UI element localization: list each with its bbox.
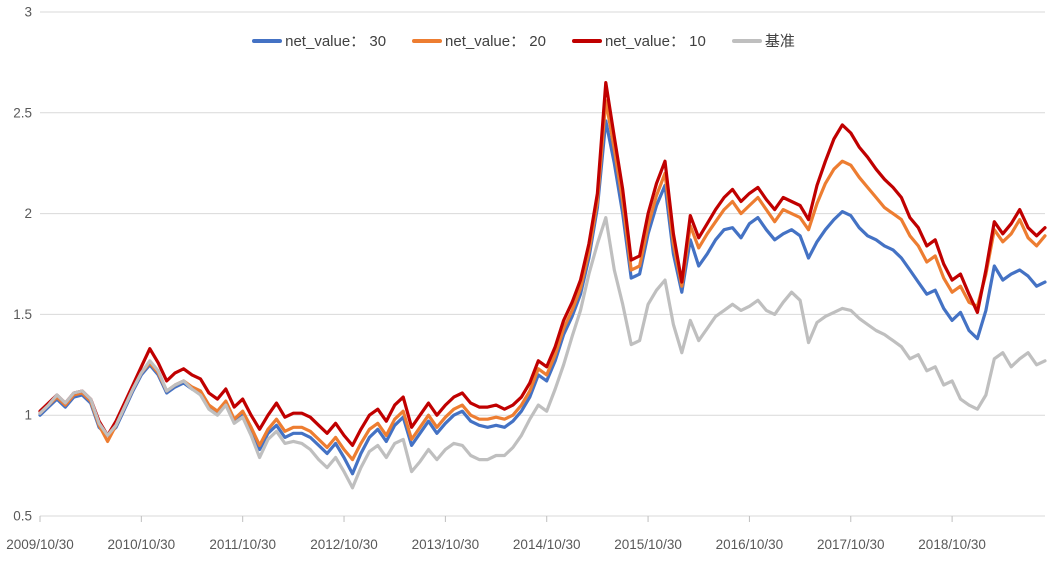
x-axis-label-7: 2016/10/30	[716, 537, 784, 552]
y-axis-label-2.5: 2.5	[13, 105, 32, 120]
series-line-net-value-30	[38, 119, 1047, 476]
series-line-net-value-20	[38, 99, 1047, 462]
x-axis-label-9: 2018/10/30	[918, 537, 986, 552]
x-axis-label-3: 2012/10/30	[310, 537, 378, 552]
x-axis-label-8: 2017/10/30	[817, 537, 885, 552]
x-axis-label-6: 2015/10/30	[614, 537, 682, 552]
x-axis-label-1: 2010/10/30	[108, 537, 176, 552]
y-axis-label-3: 3	[24, 5, 32, 20]
x-axis-label-4: 2013/10/30	[412, 537, 480, 552]
x-axis-label-0: 2009/10/30	[6, 537, 74, 552]
y-axis-label-2: 2	[24, 206, 32, 221]
y-axis-label-1: 1	[24, 408, 32, 423]
series-line-net-value-10	[38, 80, 1047, 447]
y-axis-label-1.5: 1.5	[13, 307, 32, 322]
series-line-benchmark	[38, 216, 1047, 490]
y-axis-label-0.5: 0.5	[13, 509, 32, 524]
x-axis-label-2: 2011/10/30	[209, 537, 276, 552]
x-axis-label-5: 2014/10/30	[513, 537, 581, 552]
